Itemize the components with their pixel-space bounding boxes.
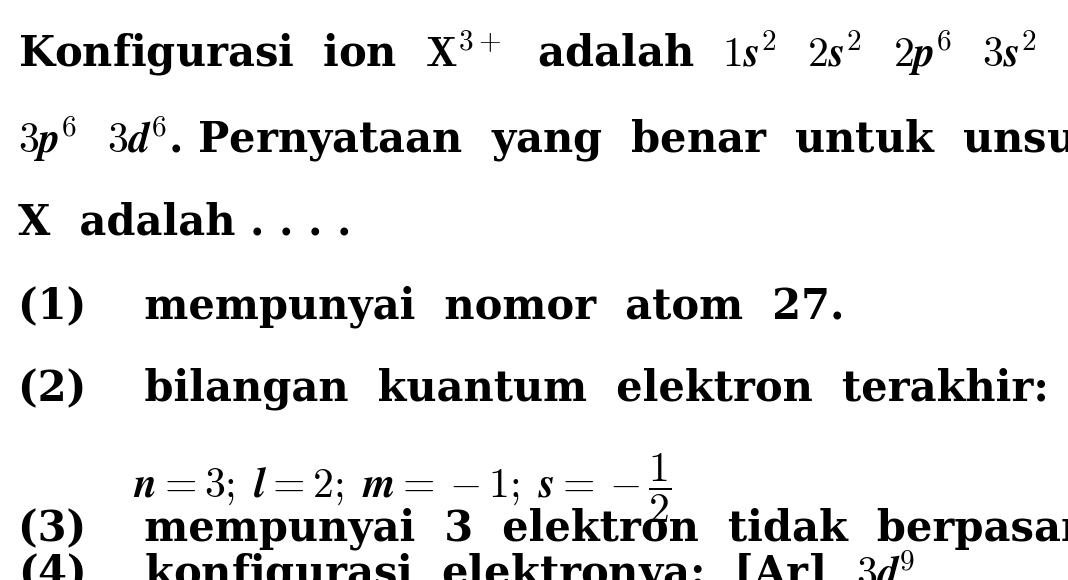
Text: X  adalah . . . .: X adalah . . . .	[18, 202, 351, 244]
Text: (1)    mempunyai  nomor  atom  27.: (1) mempunyai nomor atom 27.	[18, 286, 845, 328]
Text: Konfigurasi  ion  $\mathbf{X^{3+}}$  adalah  $\mathbf{1}\boldsymbol{s}^{\mathbf{: Konfigurasi ion $\mathbf{X^{3+}}$ adalah…	[18, 28, 1037, 78]
Text: (3)    mempunyai  3  elektron  tidak  berpasangan: (3) mempunyai 3 elektron tidak berpasang…	[18, 508, 1068, 550]
Text: (4)    konfigurasi  elektronya:  [Ar]  $\mathbf{3}\boldsymbol{d}^{\mathbf{9}}$: (4) konfigurasi elektronya: [Ar] $\mathb…	[18, 549, 915, 580]
Text: $\mathbf{3}\boldsymbol{p}^{\mathbf{6}}$  $\mathbf{3}\boldsymbol{d}^{\mathbf{6}}$: $\mathbf{3}\boldsymbol{p}^{\mathbf{6}}$ …	[18, 115, 1068, 164]
Text: $\boldsymbol{n} = 3;\; \boldsymbol{l} = 2;\; \boldsymbol{m} = -1;\; \boldsymbol{: $\boldsymbol{n} = 3;\; \boldsymbol{l} = …	[18, 452, 672, 525]
Text: (2)    bilangan  kuantum  elektron  terakhir:: (2) bilangan kuantum elektron terakhir:	[18, 368, 1049, 411]
